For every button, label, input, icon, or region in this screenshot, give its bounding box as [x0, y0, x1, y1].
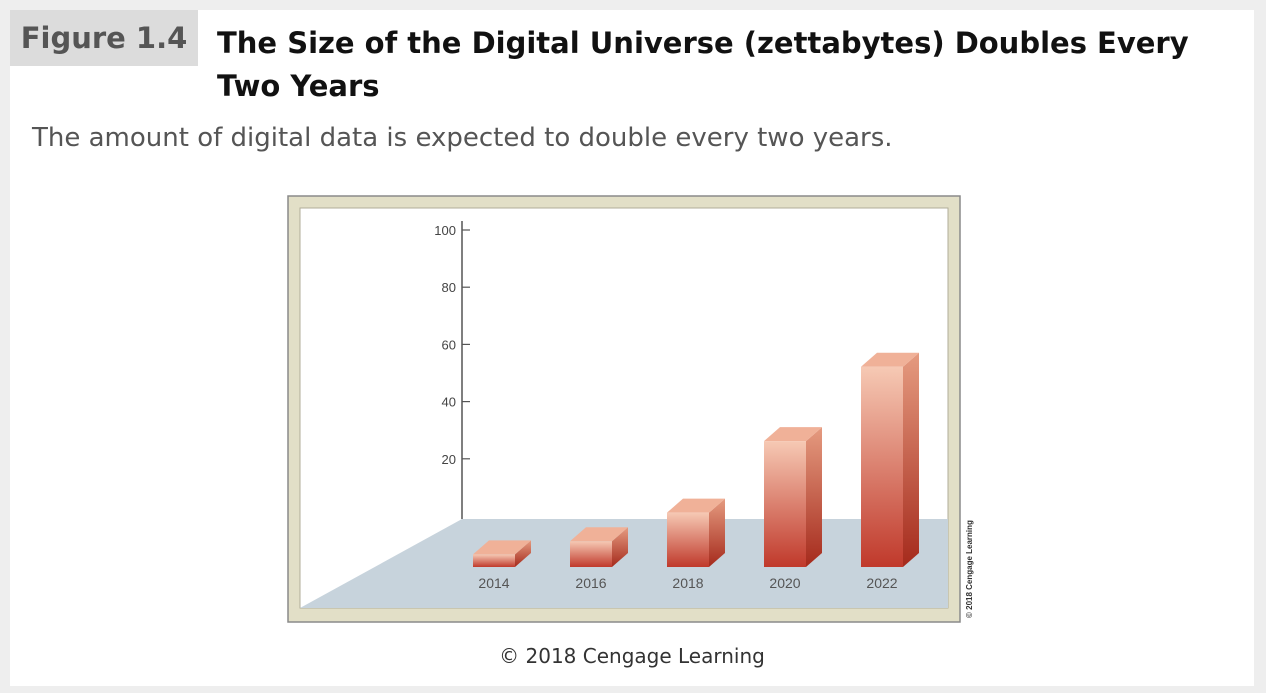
bar-side — [709, 498, 725, 567]
y-tick-label: 60 — [442, 337, 456, 352]
figure-title: The Size of the Digital Universe (zettab… — [217, 26, 1189, 103]
y-tick-label: 40 — [442, 395, 456, 410]
bar-side — [612, 527, 628, 567]
bar-top — [764, 427, 822, 442]
bar — [473, 540, 531, 567]
figure-caption: The amount of digital data is expected t… — [32, 123, 893, 153]
x-tick-label: 2018 — [672, 575, 703, 591]
bar — [764, 427, 822, 567]
bar-top — [473, 540, 531, 555]
bar-front — [473, 554, 515, 567]
bar-side — [515, 540, 531, 567]
x-tick-label: 2016 — [575, 575, 606, 591]
y-tick-label: 20 — [442, 452, 456, 467]
x-tick-label: 2022 — [866, 575, 897, 591]
bar-side — [806, 427, 822, 567]
side-credit: © 2018 Cengage Learning — [965, 520, 974, 618]
bar-front — [667, 512, 709, 567]
y-tick-label: 100 — [434, 223, 456, 238]
x-tick-label: 2020 — [769, 575, 800, 591]
bar-side — [903, 352, 919, 567]
bar-front — [861, 366, 903, 567]
figure-credit: © 2018 Cengage Learning — [499, 644, 765, 668]
bar-top — [861, 352, 919, 367]
bar-front — [764, 441, 806, 567]
bar — [861, 352, 919, 567]
y-tick-label: 80 — [442, 280, 456, 295]
figure-number: Figure 1.4 — [10, 10, 198, 66]
bar — [570, 527, 628, 567]
x-tick-label: 2014 — [478, 575, 509, 591]
bar-top — [667, 498, 725, 513]
bar-front — [570, 541, 612, 567]
bar — [667, 498, 725, 567]
bar-top — [570, 527, 628, 542]
